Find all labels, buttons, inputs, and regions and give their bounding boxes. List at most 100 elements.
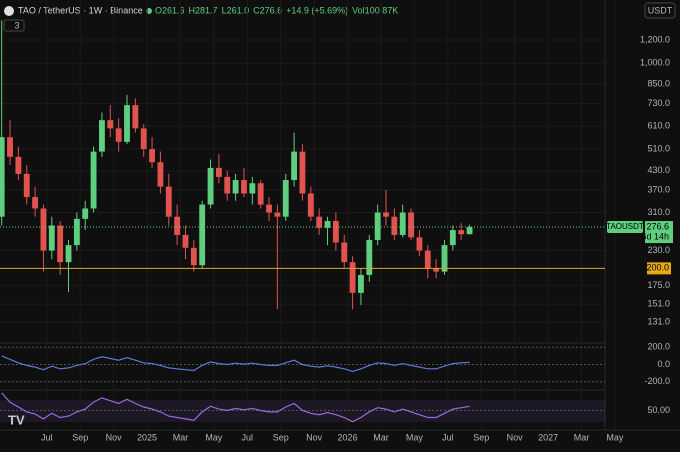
candle-body	[107, 120, 114, 129]
candle-body	[215, 167, 222, 177]
x-tick-label: Nov	[306, 432, 323, 442]
x-tick-label: May	[606, 432, 624, 442]
y-tick-label: 850.0	[647, 78, 670, 88]
candle-body	[48, 225, 55, 251]
hline-tag	[647, 262, 671, 275]
candle-body	[433, 268, 440, 272]
y-tick-label: 50.00	[647, 405, 670, 415]
candle-body	[115, 128, 122, 142]
y-tick-label: 175.0	[647, 280, 670, 290]
candle-body	[458, 230, 465, 235]
symbol-tag-box	[607, 221, 643, 234]
hline-label: 200.0	[646, 263, 669, 273]
candle-body	[124, 105, 130, 142]
x-tick-label: Nov	[106, 432, 123, 442]
candle-body	[73, 218, 80, 246]
candle-body	[374, 212, 381, 240]
candle-body	[341, 242, 348, 263]
candle-body	[90, 151, 97, 209]
candle-body	[7, 137, 13, 157]
y-tick-label: 510.0	[647, 143, 670, 153]
ohlc-legend: O261.6 H281.7 L261.0 C276.6 +14.9 (+5.69%) Vo…	[155, 5, 398, 15]
candle-body	[32, 197, 39, 209]
x-tick-label: Sep	[473, 432, 489, 442]
y-tick-label: -200.0	[644, 376, 670, 386]
legend-item: H281.7	[189, 5, 218, 15]
candle-body	[358, 274, 364, 293]
candle-body	[466, 227, 473, 235]
x-tick-label: Mar	[574, 432, 590, 442]
indicators-count[interactable]: 3	[14, 20, 19, 30]
tv-logo: TV	[8, 412, 25, 427]
candle-body	[449, 230, 456, 246]
candle-body	[424, 250, 431, 269]
y-tick-label: 370.0	[647, 184, 670, 194]
candle-body	[82, 208, 89, 219]
legend-item: +14.9 (+5.69%)	[286, 5, 348, 15]
x-tick-label: May	[406, 432, 424, 442]
legend-item: L261.0	[222, 5, 250, 15]
candle-body	[149, 149, 155, 163]
y-tick-label: 151.0	[647, 299, 670, 309]
y-tick-label: 1,000.0	[640, 58, 670, 68]
last-price-label: 276.6	[646, 221, 669, 231]
candle-body	[291, 151, 298, 181]
candle-body	[15, 156, 22, 174]
candle-body	[23, 173, 30, 198]
y-tick-label: 1,200.0	[640, 34, 670, 44]
x-tick-label: Jul	[41, 432, 53, 442]
candle-body	[140, 128, 147, 150]
x-tick-label: 2025	[137, 432, 157, 442]
candle-body	[408, 212, 414, 238]
candle-body	[391, 216, 398, 235]
candle-body	[249, 183, 256, 194]
candle-body	[332, 221, 339, 243]
x-tick-label: 2026	[338, 432, 358, 442]
candle-body	[132, 105, 139, 129]
last-price-box	[645, 221, 673, 244]
currency-button[interactable]	[644, 2, 676, 19]
x-tick-label: Sep	[273, 432, 289, 442]
candle-body	[416, 237, 423, 251]
candle-body	[366, 239, 373, 275]
candle-body	[316, 216, 323, 228]
y-tick-label: 430.0	[647, 165, 670, 175]
x-tick-label: Sep	[72, 432, 88, 442]
y-tick-label: 230.0	[647, 245, 670, 255]
x-tick-label: Jul	[242, 432, 254, 442]
candle-body	[57, 225, 64, 263]
x-tick-label: Nov	[507, 432, 524, 442]
candle-body	[274, 212, 281, 217]
candle-body	[207, 167, 214, 205]
candle-body	[190, 247, 197, 266]
candle-body	[40, 208, 47, 251]
candle-body	[383, 212, 389, 217]
indicator-line	[1, 355, 470, 373]
x-tick-label: Jul	[442, 432, 454, 442]
x-tick-label: Mar	[373, 432, 389, 442]
candle-body	[199, 204, 206, 266]
candle-body	[349, 262, 356, 293]
candle-body	[65, 245, 72, 263]
y-tick-label: 131.0	[647, 317, 670, 327]
candle-body	[282, 180, 289, 217]
y-tick-label: 200.0	[647, 342, 670, 352]
symbol-logo	[4, 6, 14, 16]
y-tick-label: 310.0	[647, 207, 670, 217]
candle-body	[224, 176, 231, 194]
candle-body	[241, 180, 247, 194]
candle-body	[99, 120, 105, 152]
indicator-line	[1, 392, 470, 423]
candle-body	[157, 162, 164, 187]
x-tick-label: Mar	[173, 432, 189, 442]
candle-body	[232, 180, 239, 194]
x-tick-label: May	[205, 432, 223, 442]
candle-body	[299, 151, 306, 194]
indicators-toggle[interactable]	[3, 19, 25, 32]
candle-body	[257, 183, 264, 205]
candle-body	[307, 193, 314, 217]
legend-item: Vol100.87K	[352, 5, 398, 15]
currency[interactable]: USDT	[648, 5, 673, 15]
x-tick-label: 2027	[538, 432, 558, 442]
